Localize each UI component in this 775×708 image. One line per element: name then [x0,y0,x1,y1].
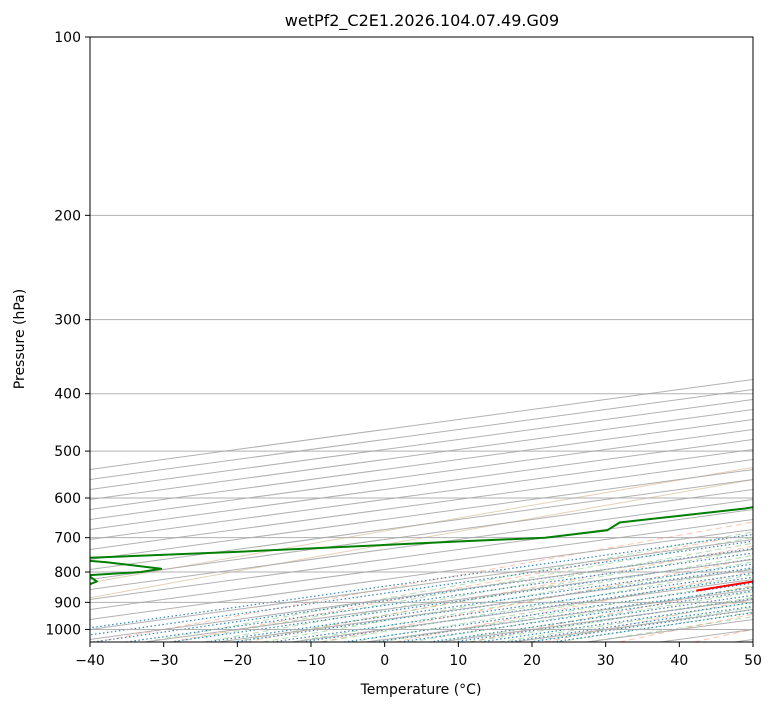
mixing-ratio-line [507,605,753,642]
chart-title: wetPf2_C2E1.2026.104.07.49.G09 [285,11,559,31]
isotherm-line [90,388,753,480]
x-axis: −40 −30 −20 −10 0 10 20 30 40 50 [75,642,762,669]
temperature-line [696,580,753,592]
dry-adiabat [96,521,753,642]
x-tick-label: 20 [523,653,541,669]
isotherm-line [90,418,753,510]
y-tick-label: 300 [54,313,81,329]
isotherm-line [90,508,753,600]
moist-adiabat [468,596,753,642]
isotherm-line [90,458,753,550]
y-tick-label: 600 [54,491,81,507]
moist-adiabat [233,548,753,642]
isotherm-line [439,598,753,642]
isotherm-line [90,488,753,580]
thin-adiabat [90,479,753,599]
y-tick-label: 200 [54,208,81,224]
y-tick-label: 400 [54,387,81,403]
x-tick-label: 10 [449,653,467,669]
moist-adiabat [174,536,753,642]
mixing-ratio-line [429,594,753,642]
dry-adiabat [320,558,753,642]
isotherm-line [90,448,753,540]
isotherm-line [90,528,753,620]
background-lines [90,37,775,642]
x-axis-label: Temperature (°C) [360,682,482,698]
isotherm-line [90,518,753,610]
isotherm-line [586,618,753,642]
moist-adiabat [586,616,753,642]
y-tick-label: 500 [54,444,81,460]
y-tick-label: 800 [54,565,81,581]
y-tick-label: 900 [54,595,81,611]
y-tick-label: 100 [54,30,81,46]
x-tick-label: 30 [597,653,615,669]
moist-adiabat [292,561,753,642]
isotherm-line [90,408,753,500]
isotherm-line [90,438,753,530]
dry-adiabat [769,37,775,642]
mixing-ratio-line [343,582,753,642]
isotherm-line [90,498,753,590]
moist-adiabat [380,580,753,642]
y-tick-label: 1000 [45,622,81,638]
x-tick-label: −40 [75,653,105,669]
moist-adiabat [410,586,753,642]
plot-frame [89,36,754,643]
dry-adiabat [469,584,753,642]
dry-adiabat [395,571,753,642]
x-tick-label: −10 [296,653,326,669]
y-axis-label: Pressure (hPa) [12,289,28,389]
y-tick-label: 700 [54,531,81,547]
moist-adiabat [351,574,753,642]
moist-adiabat [321,567,753,642]
x-tick-label: 40 [670,653,688,669]
isotherm-line [90,398,753,490]
isotherm-line [365,588,753,642]
moist-adiabat [498,601,753,642]
x-tick-label: −20 [223,653,253,669]
x-tick-label: −30 [149,653,179,669]
dry-adiabat [245,545,753,642]
x-tick-label: 0 [380,653,389,669]
dewpoint-line [90,506,753,586]
isotherm-line [292,578,753,642]
isotherm-line [90,478,753,570]
x-tick-label: 50 [744,653,762,669]
series-lines [90,506,753,592]
moist-adiabat [439,591,753,642]
y-axis: 100 200 300 400 500 600 700 800 900 1000 [45,30,90,638]
mixing-ratio-line [399,590,753,642]
isotherm-line [90,468,753,560]
isotherm-line [90,428,753,520]
isotherm-line [218,568,753,642]
mixing-ratio-line [126,552,753,642]
dry-adiabat [619,613,753,642]
thin-adiabat [90,466,753,584]
grid-lines [90,37,753,642]
isotherm-line [90,538,753,630]
isotherm-line [90,378,753,470]
mixing-ratio-line [90,533,753,629]
